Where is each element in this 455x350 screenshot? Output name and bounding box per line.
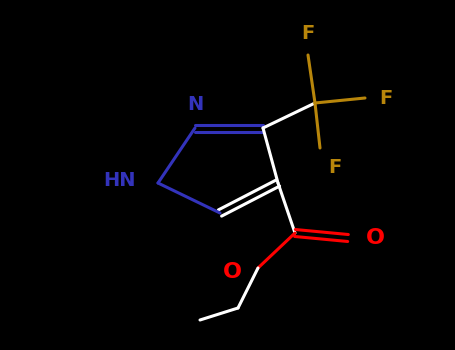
Text: O: O xyxy=(223,262,242,282)
Text: F: F xyxy=(328,158,341,177)
Text: F: F xyxy=(301,24,314,43)
Text: F: F xyxy=(379,89,392,107)
Text: HN: HN xyxy=(103,172,136,190)
Text: N: N xyxy=(187,95,203,114)
Text: O: O xyxy=(366,228,385,248)
